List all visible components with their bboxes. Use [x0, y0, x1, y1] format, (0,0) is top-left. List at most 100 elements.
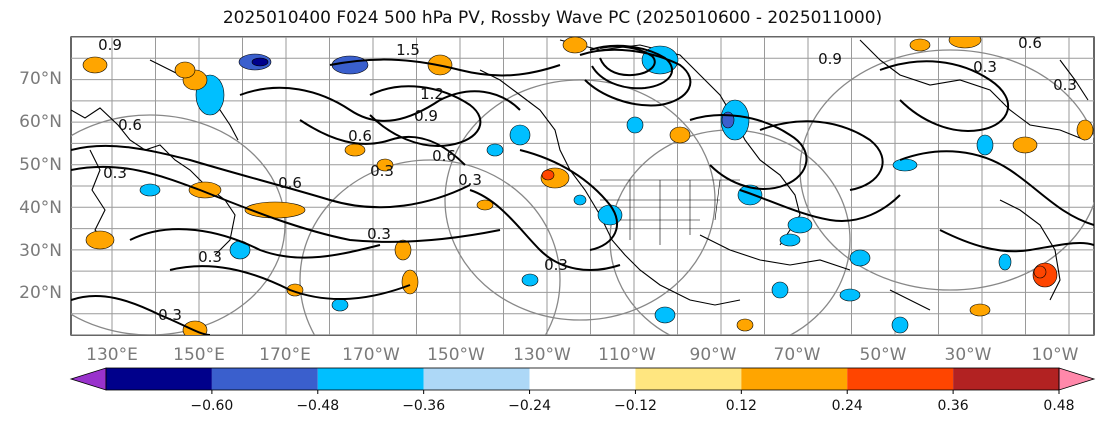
colorbar-segment — [847, 368, 954, 390]
anomaly-patch — [641, 45, 679, 75]
pv-contours — [71, 44, 1094, 335]
contour-label: 0.3 — [973, 58, 997, 76]
anomaly-patch — [139, 183, 161, 197]
anomaly-patch — [892, 158, 918, 172]
anomaly-patch — [948, 37, 982, 49]
longitude-label: 30°W — [945, 345, 992, 365]
colorbar-tick-label: 0.12 — [726, 398, 757, 414]
longitude-label: 90°W — [690, 345, 737, 365]
longitude-label: 50°W — [860, 345, 907, 365]
colorbar-tick-label: −0.12 — [614, 398, 657, 414]
contour-label: 0.6 — [1018, 34, 1042, 52]
anomaly-patch — [597, 204, 623, 226]
contour-label: 0.6 — [432, 147, 456, 165]
anomaly-patch — [244, 201, 306, 219]
contour-label: 1.2 — [420, 85, 444, 103]
anomaly-patch — [849, 249, 871, 267]
anomaly-patch — [720, 99, 750, 141]
contour-label: 0.6 — [118, 116, 142, 134]
latitude-label: 60°N — [19, 112, 62, 132]
anomaly-patch — [1076, 119, 1094, 141]
contour-label: 0.3 — [544, 256, 568, 274]
colorbar-segment — [317, 368, 424, 390]
anomaly-patch — [771, 281, 789, 299]
longitude-label: 170°W — [342, 345, 400, 365]
map-title: 2025010400 F024 500 hPa PV, Rossby Wave … — [222, 8, 883, 28]
anomaly-patch — [626, 116, 644, 134]
latitude-label: 30°N — [19, 241, 62, 261]
anomaly-patch — [251, 57, 269, 67]
contour-label: 1.5 — [396, 41, 420, 59]
anomaly-patch — [376, 158, 394, 172]
colorbar: −0.60 −0.48 −0.36 −0.24 −0.12 0.12 0.24 0.36 0.4… — [69, 367, 1096, 414]
latitude-label: 40°N — [19, 198, 62, 218]
contour-label: 0.3 — [198, 248, 222, 266]
longitude-label: 70°W — [774, 345, 821, 365]
anomaly-patch — [476, 199, 494, 211]
colorbar-segment — [741, 368, 848, 390]
anomaly-patch — [509, 124, 531, 146]
latitude-label: 20°N — [19, 283, 62, 303]
colorbar-tick-label: −0.24 — [508, 398, 551, 414]
anomaly-patch — [82, 56, 108, 74]
anomaly-patch — [779, 233, 801, 247]
anomaly-patch — [909, 38, 931, 52]
anomaly-patch — [969, 303, 991, 317]
anomaly-patch — [998, 253, 1012, 271]
colorbar-tick-label: 0.48 — [1043, 398, 1074, 414]
colorbar-tick-label: −0.60 — [190, 398, 233, 414]
colorbar-extend-max — [1058, 367, 1096, 391]
anomaly-patch — [1033, 265, 1047, 279]
colorbar-segment — [635, 368, 742, 390]
anomaly-patch — [521, 273, 539, 287]
anomaly-patch — [331, 298, 349, 312]
colorbar-segment — [106, 368, 212, 390]
longitude-label: 130°E — [86, 345, 138, 365]
colorbar-tick-label: 0.24 — [832, 398, 863, 414]
longitude-label: 170°E — [259, 345, 311, 365]
latitude-label: 50°N — [19, 155, 62, 175]
contour-label: 0.6 — [348, 127, 372, 145]
anomaly-patch — [394, 239, 412, 261]
anomaly-patch — [737, 184, 763, 206]
anomaly-patch — [891, 316, 909, 334]
longitude-label: 10°W — [1032, 345, 1079, 365]
anomaly-patch — [573, 194, 587, 206]
latitude-labels: 70°N 60°N 50°N 40°N 30°N 20°N — [19, 69, 62, 303]
contour-label: 0.3 — [158, 306, 182, 324]
anomaly-patch — [401, 269, 419, 295]
contour-label: 0.6 — [278, 174, 302, 192]
anomaly-patch — [174, 61, 196, 79]
latitude-label: 70°N — [19, 69, 62, 89]
anomaly-patch — [562, 37, 588, 54]
colorbar-segment — [423, 368, 530, 390]
anomaly-patch — [182, 320, 208, 335]
anomaly-patch — [787, 216, 813, 234]
contour-label: 0.3 — [370, 162, 394, 180]
state-borders — [600, 179, 740, 245]
longitude-label: 150°E — [173, 345, 225, 365]
anomaly-patch — [331, 55, 369, 75]
colorbar-tick-label: −0.48 — [296, 398, 339, 414]
colorbar-segment — [211, 368, 318, 390]
contour-label: 0.3 — [1053, 76, 1077, 94]
anomaly-patch — [976, 134, 994, 156]
contour-label: 0.9 — [98, 36, 122, 54]
anomaly-patch — [486, 143, 504, 157]
contour-label: 0.9 — [414, 107, 438, 125]
contour-label: 0.3 — [367, 225, 391, 243]
anomaly-patch — [839, 288, 861, 302]
anomaly-patch — [85, 230, 115, 250]
longitude-label: 130°W — [513, 345, 571, 365]
anomaly-patch — [654, 306, 676, 324]
anomaly-patch — [1012, 136, 1038, 154]
contour-label: 0.3 — [103, 164, 127, 182]
contour-label: 0.3 — [458, 171, 482, 189]
longitude-labels: 130°E 150°E 170°E 170°W 150°W 130°W 110°W 90°W 7… — [86, 345, 1079, 365]
longitude-label: 110°W — [598, 345, 656, 365]
contour-labels: 0.9 1.51.20.90.60.60.60.30.3 0.30.3 0.30.90… — [98, 34, 1077, 324]
contour-label: 0.9 — [818, 50, 842, 68]
anomaly-patch — [188, 181, 222, 199]
colorbar-segment — [953, 368, 1059, 390]
